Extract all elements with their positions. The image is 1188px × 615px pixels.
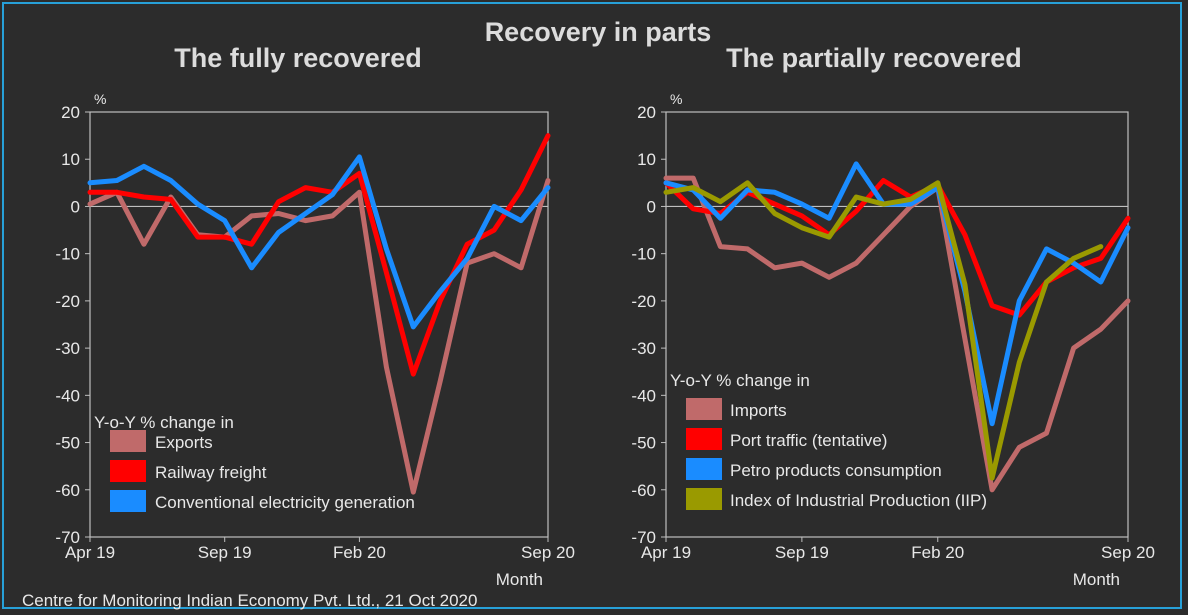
right-series-line-1 <box>663 175 1131 493</box>
right-x-tick-label: Apr 19 <box>641 543 691 562</box>
left-y-tick-label: -20 <box>55 292 80 311</box>
left-x-tick-label: Sep 20 <box>521 543 575 562</box>
right-plot-area <box>665 111 1129 538</box>
left-legend-swatch <box>110 460 146 482</box>
right-legend-label: Port traffic (tentative) <box>730 431 887 450</box>
left-y-tick-label: 0 <box>71 197 80 216</box>
left-plot-area <box>89 111 549 538</box>
right-legend-swatch <box>686 428 722 450</box>
right-y-tick-label: -60 <box>631 481 656 500</box>
left-y-tick-label: -10 <box>55 245 80 264</box>
right-y-tick-label: -70 <box>631 528 656 547</box>
right-y-tick-label: -20 <box>631 292 656 311</box>
left-y-tick-label: -40 <box>55 386 80 405</box>
left-series-line-1 <box>87 178 551 495</box>
left-y-tick-label: 20 <box>61 103 80 122</box>
right-legend-swatch <box>686 458 722 480</box>
left-legend-label: Conventional electricity generation <box>155 493 415 512</box>
right-series-line-4 <box>663 180 1104 481</box>
right-y-tick-label: -30 <box>631 339 656 358</box>
right-legend-swatch <box>686 488 722 510</box>
right-y-tick-label: -10 <box>631 245 656 264</box>
source-footer: Centre for Monitoring Indian Economy Pvt… <box>22 591 477 610</box>
right-legend-label: Imports <box>730 401 787 420</box>
right-y-tick-label: -40 <box>631 386 656 405</box>
right-x-tick-label: Sep 20 <box>1101 543 1155 562</box>
left-legend-label: Railway freight <box>155 463 267 482</box>
right-panel-title: The partially recovered <box>726 43 1022 73</box>
left-legend-title: Y-o-Y % change in <box>94 413 234 432</box>
left-series-line-3 <box>87 154 551 330</box>
left-x-tick-label: Apr 19 <box>65 543 115 562</box>
left-x-axis-title: Month <box>496 570 543 589</box>
left-y-unit: % <box>94 91 106 107</box>
right-x-tick-label: Sep 19 <box>775 543 829 562</box>
left-y-tick-label: -70 <box>55 528 80 547</box>
right-y-unit: % <box>670 91 682 107</box>
right-y-tick-label: 20 <box>637 103 656 122</box>
left-legend-label: Exports <box>155 433 213 452</box>
right-legend-label: Index of Industrial Production (IIP) <box>730 491 987 510</box>
right-legend-label: Petro products consumption <box>730 461 942 480</box>
left-x-tick-label: Sep 19 <box>198 543 252 562</box>
left-legend-swatch <box>110 490 146 512</box>
left-panel-title: The fully recovered <box>174 43 422 73</box>
left-x-tick-label: Feb 20 <box>333 543 386 562</box>
left-legend-swatch <box>110 430 146 452</box>
right-y-tick-label: -50 <box>631 434 656 453</box>
right-legend-swatch <box>686 398 722 420</box>
left-series-line-2 <box>87 133 551 377</box>
right-y-tick-label: 10 <box>637 150 656 169</box>
left-y-tick-label: -60 <box>55 481 80 500</box>
main-title: Recovery in parts <box>485 17 712 47</box>
left-y-tick-label: -30 <box>55 339 80 358</box>
right-x-axis-title: Month <box>1073 570 1120 589</box>
right-x-tick-label: Feb 20 <box>911 543 964 562</box>
left-y-tick-label: 10 <box>61 150 80 169</box>
right-legend-title: Y-o-Y % change in <box>670 371 810 390</box>
right-y-tick-label: 0 <box>647 197 656 216</box>
left-y-tick-label: -50 <box>55 434 80 453</box>
